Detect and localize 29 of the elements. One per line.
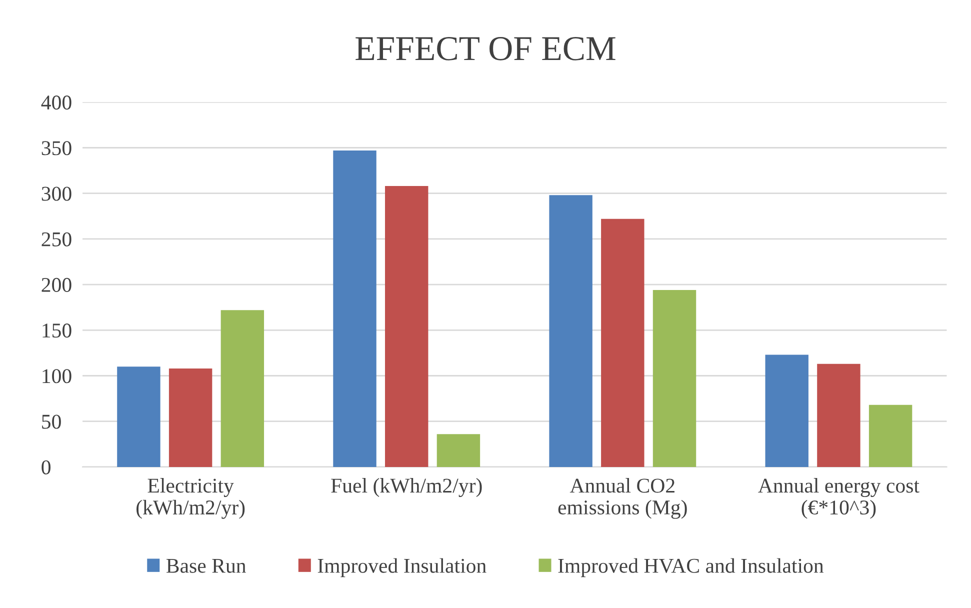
bar [436,434,480,467]
x-tick-label: Annual energy cost (€*10^3) [758,478,920,519]
y-tick-label: 100 [42,369,72,384]
y-tick-label: 300 [42,186,72,201]
legend-label: Base Run [166,559,246,573]
x-tick-label: Electricity (kWh/m2/yr) [136,478,245,519]
bar [601,218,644,467]
bar [168,368,212,467]
y-tick-label: 250 [42,232,72,246]
y-tick-label: 0 [42,460,50,474]
bar [385,186,428,467]
bar [817,364,860,467]
bar [868,404,912,467]
legend-label: Improved Insulation [318,558,486,578]
bar [765,354,808,467]
y-tick-label: 350 [42,141,72,156]
bar [333,150,376,467]
y-tick-label: 50 [42,414,61,429]
y-tick-label: 400 [41,96,72,110]
bar [117,366,160,467]
bar [652,290,696,467]
legend-label: Improved HVAC and Insulation [558,558,824,578]
chart-title: EFFECT OF ECM [356,37,616,60]
x-tick-label: Fuel (kWh/m2/yr) [331,478,482,498]
x-tick-label: Annual CO2 emissions (Mg) [558,478,687,519]
bar [549,195,592,467]
y-tick-label: 150 [42,324,72,338]
bar [220,310,264,467]
y-tick-label: 200 [42,278,72,292]
